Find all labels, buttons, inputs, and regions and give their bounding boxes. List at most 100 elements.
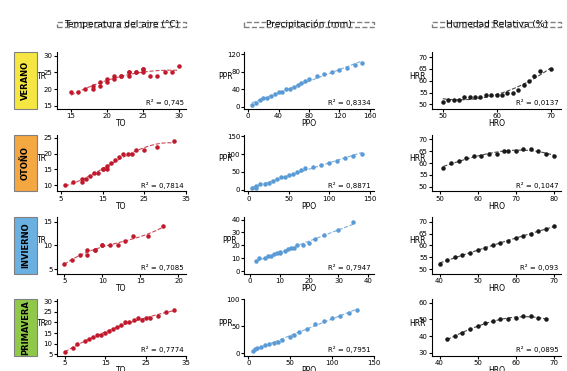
Point [342,65,352,70]
Point [350,62,359,68]
Point [535,68,544,74]
Point [290,332,299,338]
Point [66,89,75,95]
Point [129,318,138,324]
Point [458,252,467,258]
Point [333,158,342,164]
Point [503,316,513,322]
Point [256,181,265,187]
Point [287,245,296,251]
Point [281,247,290,253]
Point [264,180,273,186]
Point [115,154,124,160]
Point [98,167,107,173]
Point [486,92,496,98]
Point [336,313,345,319]
Point [449,97,458,103]
Point [69,345,78,351]
Point [138,66,147,72]
Point [111,157,120,163]
Point [103,76,112,82]
Point [73,341,82,347]
Point [167,69,176,75]
Point [278,89,287,95]
Text: R² = 0,7774: R² = 0,7774 [141,346,184,353]
Point [549,153,558,159]
Point [473,323,482,329]
Point [103,79,112,85]
Point [310,236,319,242]
Point [272,250,281,256]
Point [290,245,299,251]
Text: Temperatura del aire (°C): Temperatura del aire (°C) [64,20,179,29]
Point [175,63,184,69]
Text: R² = 0,7085: R² = 0,7085 [141,264,184,271]
Point [255,255,264,261]
Point [95,79,104,85]
Point [121,319,130,325]
X-axis label: TO: TO [116,284,126,293]
Point [88,86,97,92]
Point [524,78,534,84]
Point [131,69,140,75]
Point [481,320,490,326]
Point [304,240,314,246]
Text: OTOÑO: OTOÑO [21,146,30,180]
Point [83,252,92,258]
Point [98,242,107,248]
Point [263,95,272,101]
Point [90,247,99,253]
X-axis label: PPO: PPO [302,366,316,371]
Point [113,242,122,248]
Point [443,336,452,342]
Point [450,254,459,260]
Point [541,316,551,322]
Point [117,73,126,79]
Point [128,151,137,157]
Point [259,95,268,101]
Point [297,80,306,86]
Point [94,170,103,175]
Point [255,98,264,104]
Point [284,173,293,178]
Point [74,89,83,95]
Point [454,97,463,103]
X-axis label: TO: TO [116,202,126,211]
Point [263,253,272,259]
Point [269,340,278,346]
Point [102,163,111,169]
Point [353,307,362,313]
Point [446,160,455,166]
Point [61,182,70,188]
Point [124,69,133,75]
Text: PRIMAVERA: PRIMAVERA [21,300,30,355]
X-axis label: PPO: PPO [302,284,316,293]
Point [534,148,543,154]
Point [138,69,147,75]
Point [270,91,280,97]
Point [141,315,150,321]
Point [466,326,475,332]
Point [109,326,118,332]
Point [460,94,469,100]
Point [132,147,141,153]
Point [265,341,274,347]
Text: R² = 0,8334: R² = 0,8334 [328,99,371,106]
Point [109,76,119,82]
Point [443,257,452,263]
Point [511,148,520,154]
Point [83,247,92,253]
Point [117,322,126,328]
Y-axis label: HRR: HRR [409,236,426,245]
Point [268,178,277,184]
Point [248,185,257,191]
Point [251,100,260,106]
FancyBboxPatch shape [57,22,186,27]
Point [169,138,178,144]
Point [248,348,257,354]
Point [496,316,505,322]
Point [277,337,286,343]
Point [252,183,261,189]
Point [299,242,308,248]
X-axis label: HRO: HRO [488,284,505,293]
